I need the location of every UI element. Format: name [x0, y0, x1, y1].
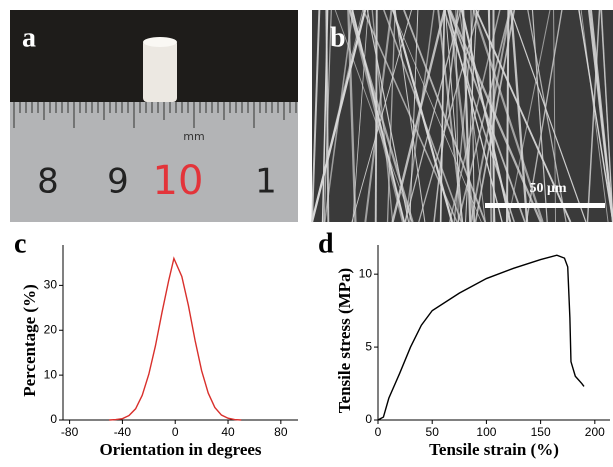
x-tick-label: 0 — [375, 425, 382, 439]
y-tick-label: 20 — [44, 322, 58, 336]
data-line — [378, 255, 584, 420]
x-tick-label: -80 — [61, 425, 79, 439]
y-axis-label: Tensile stress (MPa) — [335, 268, 354, 413]
x-tick-label: 150 — [531, 425, 551, 439]
scale-bar-label: 50 μm — [529, 181, 566, 196]
panel-label: d — [318, 228, 334, 259]
ruler-label: 9 — [107, 162, 129, 202]
x-tick-label: -40 — [114, 425, 132, 439]
panel-label: c — [14, 228, 26, 259]
data-line — [109, 258, 241, 420]
x-axis-label: Tensile strain (%) — [429, 440, 559, 459]
panel-label: b — [330, 22, 346, 53]
ruler-unit: mm — [183, 130, 204, 143]
y-axis-label: Percentage (%) — [20, 284, 39, 397]
x-tick-label: 50 — [426, 425, 440, 439]
panel-label: a — [22, 22, 36, 53]
ruler-label: 10 — [153, 158, 204, 204]
y-tick-label: 0 — [365, 412, 372, 426]
y-tick-label: 30 — [44, 278, 58, 292]
fiber — [507, 10, 508, 222]
x-tick-label: 40 — [221, 425, 235, 439]
y-tick-label: 5 — [365, 339, 372, 353]
photo-b: 50 μm b — [312, 10, 613, 222]
x-tick-label: 200 — [585, 425, 605, 439]
x-tick-label: 0 — [172, 425, 179, 439]
x-tick-label: 80 — [274, 425, 288, 439]
x-tick-label: 100 — [476, 425, 496, 439]
y-tick-label: 0 — [50, 412, 57, 426]
ruler-label: 8 — [37, 162, 59, 202]
y-tick-label: 10 — [44, 367, 58, 381]
photo-a: 8 9 10 1 mm a — [10, 10, 298, 222]
ruler-label: 1 — [255, 162, 277, 202]
y-tick-label: 10 — [359, 266, 373, 280]
x-axis-label: Orientation in degrees — [99, 440, 261, 459]
